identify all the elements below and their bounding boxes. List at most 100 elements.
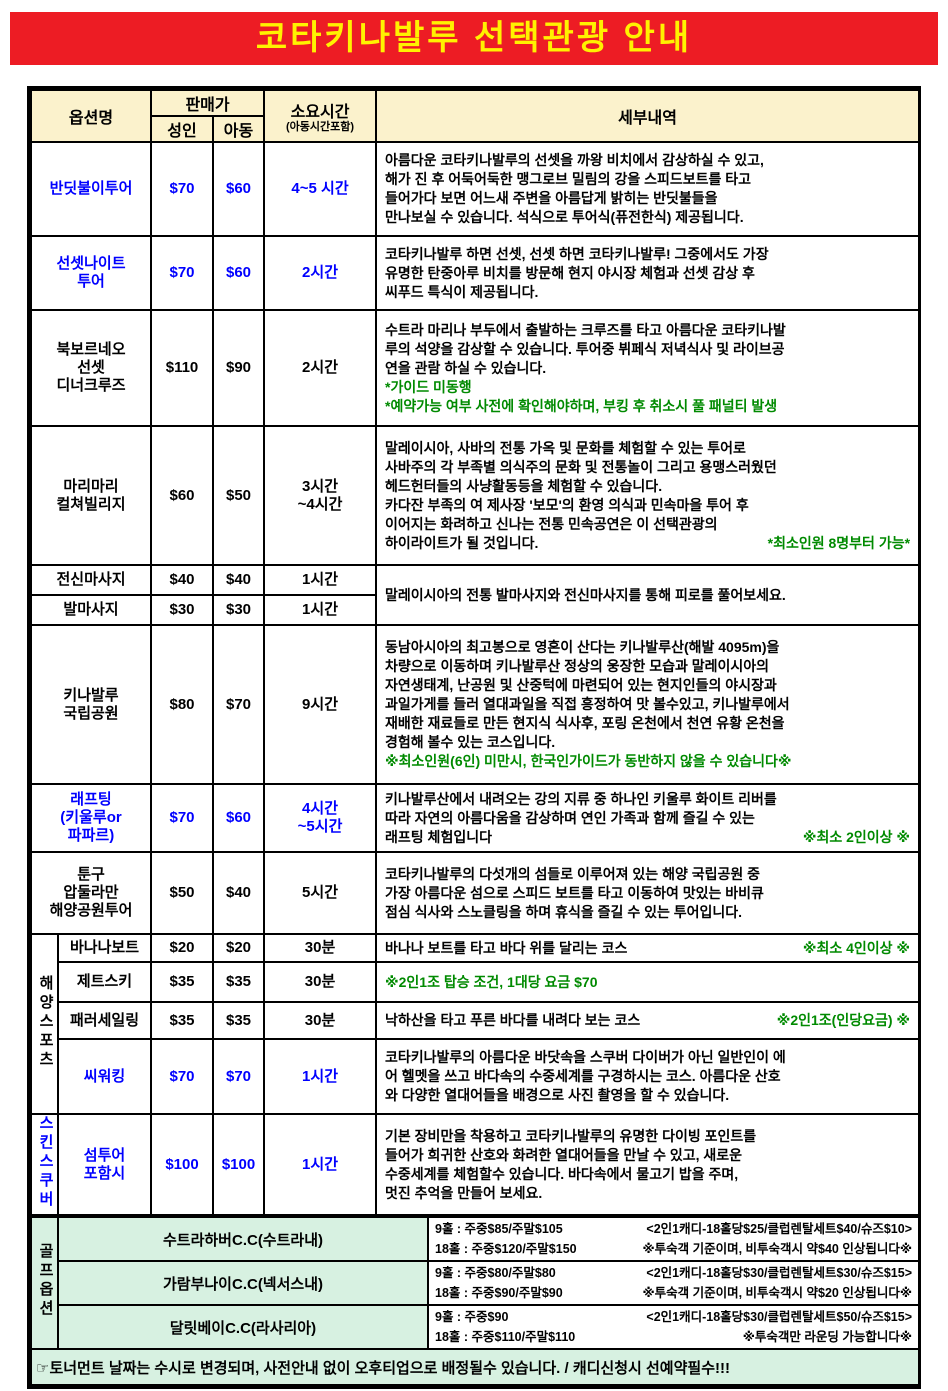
tour-details: 코타키나발루의 다섯개의 섬들로 이루어져 있는 해양 국립공원 중 가장 아름다…	[375, 851, 921, 935]
duration: 2시간	[263, 309, 378, 427]
table-row: 제트스키 $35 $35 30분 ※2인1조 탑승 조건, 1대당 요금 $70	[31, 961, 921, 1003]
price-child: $70	[212, 624, 266, 785]
table-row: 북보르네오 선셋 디너크루즈 $110 $90 2시간 수트라 마리나 부두에서…	[29, 309, 921, 427]
price-child: $20	[212, 933, 266, 963]
golf-course-details: 9홀 : 주중$80/주말$80 <2인1캐디-18홀당$30/클럽렌탈세트$30…	[427, 1260, 920, 1306]
header-duration-note: (아동시간포함)	[286, 120, 355, 133]
tour-name: 반딧불이투어	[29, 141, 153, 237]
price-child: $60	[212, 141, 266, 237]
table-row: 마리마리 컬쳐빌리지 $60 $50 3시간 ~4시간 말레이시아, 사바의 전…	[29, 425, 921, 566]
group-label-golf-option: 골프옵션	[30, 1216, 59, 1350]
header-duration: 소요시간 (아동시간포함)	[263, 89, 378, 143]
duration: 2시간	[263, 235, 378, 311]
price-adult: $70	[150, 783, 215, 853]
price-child: $40	[212, 851, 266, 935]
group-label-text: 해양스포츠	[37, 974, 54, 1070]
price-child: $100	[212, 1113, 266, 1216]
tour-details: 말레이시아, 사바의 전통 가옥 및 문화를 체험할 수 있는 투어로 사바주의 …	[375, 425, 921, 566]
duration: 4~5 시간	[263, 141, 378, 237]
table-row: 반딧불이투어 $70 $60 4~5 시간 아름다운 코타키나발루의 선셋을 까…	[29, 141, 921, 237]
price-adult: $35	[150, 961, 215, 1003]
price-adult: $70	[150, 1038, 215, 1115]
price-child: $40	[212, 564, 266, 596]
table-row: 씨워킹 $70 $70 1시간 코타키나발루의 아름다운 바닷속을 스쿠버 다이…	[31, 1038, 921, 1115]
duration: 30분	[263, 1001, 378, 1040]
table-row: 패러세일링 $35 $35 30분 낙하산을 타고 푸른 바다를 내려다 보는 …	[31, 1001, 921, 1040]
tour-details: 수트라 마리나 부두에서 출발하는 크루즈를 타고 아름다운 코타키나발 루의 석…	[375, 309, 921, 427]
golf-course-details: 9홀 : 주중$85/주말$105 <2인1캐디-18홀당$25/클럽렌탈세트$4…	[427, 1216, 920, 1262]
tour-details: 코타키나발루 하면 선셋, 선셋 하면 코타키나발루! 그중에서도 가장 유명한 …	[375, 235, 921, 311]
table-row: 달릿베이C.C(라사리아) 9홀 : 주중$90 <2인1캐디-18홀당$30/클…	[31, 1304, 920, 1350]
golf-course-details: 9홀 : 주중$90 <2인1캐디-18홀당$30/클럽렌탈세트$50/슈즈$15…	[427, 1304, 920, 1350]
price-child: $35	[212, 1001, 266, 1040]
table-row: 스킨스쿠버 섬투어 포함시 $100 $100 1시간 기본 장비만을 착용하고…	[30, 1113, 921, 1216]
duration: 1시간	[263, 1113, 378, 1216]
tour-name: 섬투어 포함시	[56, 1113, 153, 1216]
golf-table: 골프옵션 수트라하버C.C(수트라내) 9홀 : 주중$85/주말$105 <2인…	[30, 1216, 920, 1386]
table-row: 래프팅 (키울루or 파파르) $70 $60 4시간 ~5시간 키나발루산에서…	[29, 783, 921, 853]
group-label-text: 스킨스쿠버	[37, 1115, 54, 1210]
duration: 30분	[263, 961, 378, 1003]
table-row: 선셋나이트 투어 $70 $60 2시간 코타키나발루 하면 선셋, 선셋 하면…	[29, 235, 921, 311]
duration: 9시간	[263, 624, 378, 785]
header-option-name: 옵션명	[29, 89, 153, 143]
tour-name: 래프팅 (키울루or 파파르)	[29, 783, 153, 853]
tour-name: 전신마사지	[29, 564, 153, 596]
table-row: 골프옵션 수트라하버C.C(수트라내) 9홀 : 주중$85/주말$105 <2인…	[30, 1216, 920, 1350]
golf-course-name: 달릿베이C.C(라사리아)	[57, 1304, 429, 1350]
header-duration-label: 소요시간	[290, 103, 350, 121]
price-child: $35	[212, 961, 266, 1003]
tour-name: 씨워킹	[56, 1038, 153, 1115]
tour-details: 키나발루산에서 내려오는 강의 지류 중 하나인 키울루 화이트 리버를 따라 자…	[375, 783, 921, 853]
duration: 3시간 ~4시간	[263, 425, 378, 566]
table-row: 발마사지 $30 $30 1시간	[29, 594, 919, 626]
tour-details: 말레이시아의 전통 발마사지와 전신마사지를 통해 피로를 풀어보세요.	[375, 564, 921, 626]
tour-details: 바나나 보트를 타고 바다 위를 달리는 코스 ※최소 4인이상 ※	[375, 933, 921, 963]
tour-details: 기본 장비만을 착용하고 코타키나발루의 유명한 다이빙 포인트를 들어가 희귀한…	[375, 1113, 921, 1216]
golf-course-name: 가람부나이C.C(넥서스내)	[57, 1260, 429, 1306]
price-adult: $60	[150, 425, 215, 566]
price-adult: $20	[150, 933, 215, 963]
price-child: $90	[212, 309, 266, 427]
price-child: $60	[212, 235, 266, 311]
price-adult: $50	[150, 851, 215, 935]
price-adult: $35	[150, 1001, 215, 1040]
table-row: 툰구 압둘라만 해양공원투어 $50 $40 5시간 코타키나발루의 다섯개의 …	[29, 851, 921, 935]
tour-details: ※2인1조 탑승 조건, 1대당 요금 $70	[375, 961, 921, 1003]
duration: 30분	[263, 933, 378, 963]
footer-note: ☞토너먼트 날짜는 수시로 변경되며, 사전안내 없이 오후티업으로 배정될수 …	[30, 1348, 920, 1386]
header-adult: 성인	[150, 115, 215, 143]
tour-details: 낙하산을 타고 푸른 바다를 내려다 보는 코스 ※2인1조(인당요금) ※	[375, 1001, 921, 1040]
page-title: 코타키나발루 선택관광 안내	[10, 12, 938, 65]
tour-name: 선셋나이트 투어	[29, 235, 153, 311]
price-child: $70	[212, 1038, 266, 1115]
price-adult: $70	[150, 141, 215, 237]
price-adult: $70	[150, 235, 215, 311]
duration: 1시간	[263, 564, 378, 596]
price-child: $50	[212, 425, 266, 566]
table-row: ☞토너먼트 날짜는 수시로 변경되며, 사전안내 없이 오후티업으로 배정될수 …	[30, 1348, 920, 1386]
tour-details: 아름다운 코타키나발루의 선셋을 까왕 비치에서 감상하실 수 있고, 해가 진 …	[375, 141, 921, 237]
tour-table-wrap: 옵션명 판매가 소요시간 (아동시간포함) 세부내역 성인 아동 반딧불이투어 …	[27, 86, 921, 1389]
duration: 4시간 ~5시간	[263, 783, 378, 853]
golf-course-name: 수트라하버C.C(수트라내)	[57, 1216, 429, 1262]
group-label-text: 골프옵션	[37, 1243, 54, 1319]
price-adult: $80	[150, 624, 215, 785]
tour-name: 패러세일링	[56, 1001, 153, 1040]
price-adult: $100	[150, 1113, 215, 1216]
table-row: 가람부나이C.C(넥서스내) 9홀 : 주중$80/주말$80 <2인1캐디-18…	[31, 1260, 920, 1306]
price-child: $30	[212, 594, 266, 626]
tour-name: 발마사지	[29, 594, 153, 626]
tour-name: 바나나보트	[56, 933, 153, 963]
tour-details: 동남아시아의 최고봉으로 영혼이 산다는 키나발루산(해발 4095m)을 차량으…	[375, 624, 921, 785]
tour-name: 키나발루 국립공원	[29, 624, 153, 785]
header-sale-price: 판매가	[150, 89, 266, 117]
table-row: 해양스포츠 바나나보트 $20 $20 30분 바나나 보트를 타고 바다 위를…	[30, 933, 921, 1115]
price-adult: $40	[150, 564, 215, 596]
duration: 1시간	[263, 594, 378, 626]
tour-name: 북보르네오 선셋 디너크루즈	[29, 309, 153, 427]
header-child: 아동	[212, 115, 266, 143]
group-label-skin-scuba: 스킨스쿠버	[30, 1113, 59, 1216]
duration: 1시간	[263, 1038, 378, 1115]
